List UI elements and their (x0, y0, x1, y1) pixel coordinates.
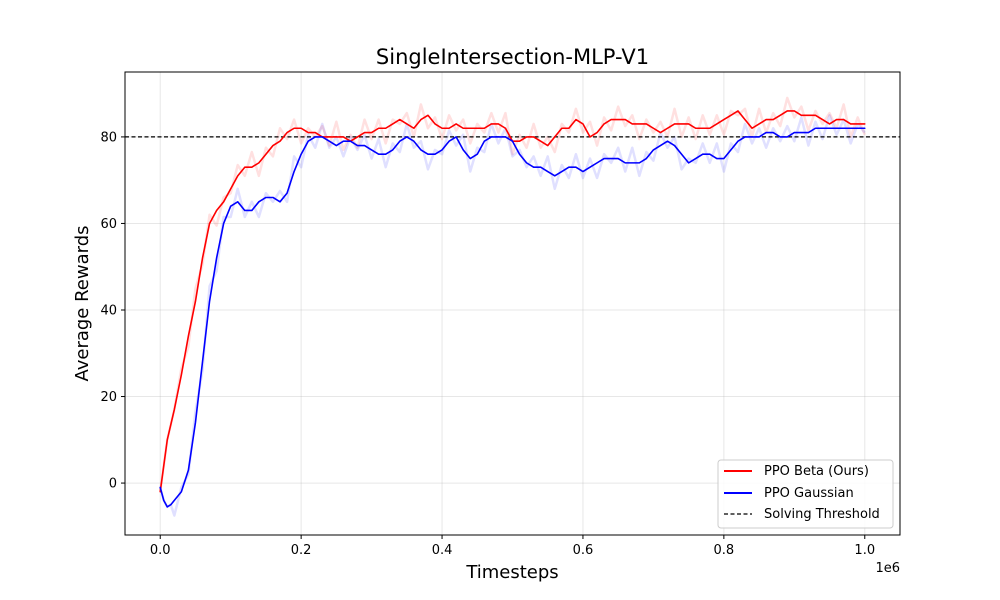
y-ticks: 0 20 40 60 80 (100, 130, 125, 492)
x-tick-label: 0.2 (291, 543, 312, 558)
raw-series-ppo-gaussian (159, 114, 866, 517)
chart-title: SingleIntersection-MLP-V1 (376, 45, 649, 69)
raw-series-layer (158, 96, 866, 517)
y-tick-label: 80 (100, 130, 117, 145)
legend: PPO Beta (Ours) PPO Gaussian Solving Thr… (717, 459, 894, 529)
series-layer (159, 110, 866, 508)
x-tick-label: 0.0 (150, 543, 171, 558)
series-line-ppo-gaussian (159, 127, 866, 508)
y-tick-label: 60 (100, 217, 117, 232)
legend-label-ppo-beta: PPO Beta (Ours) (764, 464, 869, 479)
x-tick-label: 0.8 (714, 543, 735, 558)
y-tick-label: 0 (109, 477, 117, 492)
legend-label-ppo-gaussian: PPO Gaussian (764, 486, 854, 501)
x-ticks: 0.0 0.2 0.4 0.6 0.8 1.0 (150, 535, 875, 558)
plot-frame (124, 71, 901, 536)
series-line-ppo-beta-ours (159, 110, 866, 493)
x-tick-label: 0.6 (573, 543, 594, 558)
y-axis-title: Average Rewards (72, 225, 93, 381)
x-axis-title: Timesteps (465, 562, 558, 583)
x-offset-label: 1e6 (875, 561, 900, 576)
legend-box (717, 459, 894, 529)
y-tick-label: 40 (100, 303, 117, 318)
legend-label-threshold: Solving Threshold (764, 507, 880, 522)
x-tick-label: 0.4 (432, 543, 453, 558)
x-tick-label: 1.0 (854, 543, 875, 558)
y-tick-label: 20 (100, 390, 117, 405)
